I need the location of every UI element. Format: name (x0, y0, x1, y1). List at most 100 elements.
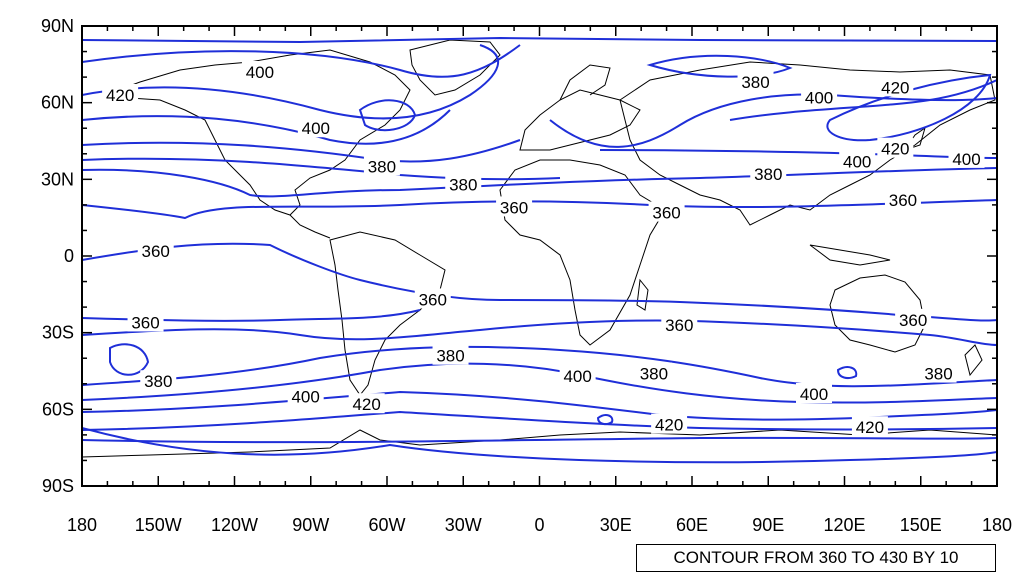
y-tick-label: 90N (41, 16, 74, 36)
contour-line (82, 410, 997, 431)
contour-line (82, 157, 561, 181)
contour-info-label: CONTOUR FROM 360 TO 430 BY 10 (636, 544, 996, 572)
contour-label-bg (102, 84, 139, 104)
x-tick-label: 30W (445, 515, 482, 535)
contour-line (82, 362, 997, 404)
y-tick-labels: 90N 60N 30N 0 30S 60S 90S (41, 16, 74, 496)
contour-label-bg (737, 71, 774, 92)
contour-line (82, 167, 997, 198)
contour-line (599, 149, 997, 159)
contour-line (82, 36, 997, 44)
contour-label: 380 (368, 158, 396, 177)
contour-lines (82, 36, 997, 464)
contour-label: 380 (640, 365, 668, 384)
contour-label: 380 (754, 165, 782, 184)
contour-label-bg (137, 239, 174, 260)
coast-scandinavia (559, 64, 611, 101)
contour-label: 420 (881, 78, 909, 97)
contour-label: 400 (952, 150, 980, 169)
contour-label-bg (948, 147, 985, 168)
contour-label: 420 (106, 86, 134, 105)
coast-new-zealand (964, 344, 983, 377)
contour-label: 380 (924, 365, 952, 384)
contour-label: 380 (449, 175, 477, 194)
contour-label-bg (796, 383, 832, 403)
contour-line (596, 414, 614, 426)
y-tick-label: 30S (42, 323, 74, 343)
coast-north-america (104, 49, 411, 216)
x-tick-label: 90W (292, 515, 329, 535)
x-tick-label: 90E (752, 515, 784, 535)
y-tick-label: 30N (41, 169, 74, 189)
contour-label: 400 (302, 119, 330, 138)
y-tick-label: 60N (41, 93, 74, 113)
coast-central-america (289, 214, 331, 239)
x-tick-label: 30E (600, 515, 632, 535)
contour-label: 380 (741, 73, 769, 92)
contour-line (82, 139, 521, 163)
x-tick-label: 60W (368, 515, 405, 535)
contour-label-bg (496, 196, 533, 217)
contour-label-bg (648, 201, 685, 222)
contour-label-bg (297, 117, 334, 138)
contour-line (358, 99, 417, 132)
contour-label-bg (348, 393, 385, 414)
contour-label-bg (884, 188, 921, 209)
contour-label: 420 (655, 416, 683, 435)
contour-label: 420 (352, 395, 380, 414)
contour-line (82, 390, 997, 421)
y-tick-label: 90S (42, 476, 74, 496)
contour-label-bg (287, 385, 324, 406)
coast-indonesia (809, 244, 891, 266)
x-tick-label: 150W (135, 515, 182, 535)
contour-label: 360 (889, 191, 917, 210)
coast-australia (829, 274, 926, 353)
contour-label-bg (895, 308, 932, 329)
coast-madagascar (636, 278, 649, 311)
contour-label: 360 (131, 313, 159, 332)
contour-line (646, 54, 793, 78)
axis-ticks (81, 25, 998, 487)
contour-line (82, 44, 521, 78)
contour-label: 400 (805, 89, 833, 108)
contour-label: 400 (246, 63, 274, 82)
contour-label: 400 (800, 385, 828, 404)
contour-label: 360 (419, 290, 447, 309)
contour-line (82, 436, 997, 444)
contour-label-bg (750, 163, 787, 184)
contour-label-bg (661, 314, 698, 334)
contour-line (109, 343, 150, 376)
contour-label: 360 (500, 198, 528, 217)
coastlines (82, 39, 997, 458)
contour-line (82, 199, 997, 220)
y-tick-label: 0 (64, 246, 74, 266)
contour-line (82, 44, 500, 120)
x-tick-label: 180 (982, 515, 1012, 535)
contour-label: 360 (142, 242, 170, 261)
x-tick-label: 60E (676, 515, 708, 535)
contour-line (82, 345, 997, 388)
contour-label-bg (877, 137, 914, 158)
contour-label-bg (920, 362, 957, 383)
x-tick-label: 150E (900, 515, 942, 535)
contour-line (82, 319, 997, 346)
contour-line (549, 93, 997, 148)
contour-labels: 400 420 400 380 380 360 360 380 380 400 420 420 400 4… (102, 61, 985, 437)
contour-label-bg (127, 311, 164, 332)
coast-asia (619, 61, 996, 226)
x-tick-label: 0 (534, 515, 544, 535)
contour-label: 420 (856, 418, 884, 437)
contour-line (836, 366, 858, 379)
coast-greenland (409, 39, 501, 96)
contour-label-bg (445, 173, 482, 194)
contour-label-bg (851, 416, 888, 437)
y-tick-label: 60S (42, 399, 74, 419)
x-tick-label: 120E (823, 515, 865, 535)
x-tick-label: 120W (211, 515, 258, 535)
contour-label: 420 (881, 140, 909, 159)
contour-line (729, 79, 997, 121)
contour-label-bg (432, 344, 469, 365)
contour-label: 400 (291, 388, 319, 407)
contour-label: 360 (652, 204, 680, 223)
